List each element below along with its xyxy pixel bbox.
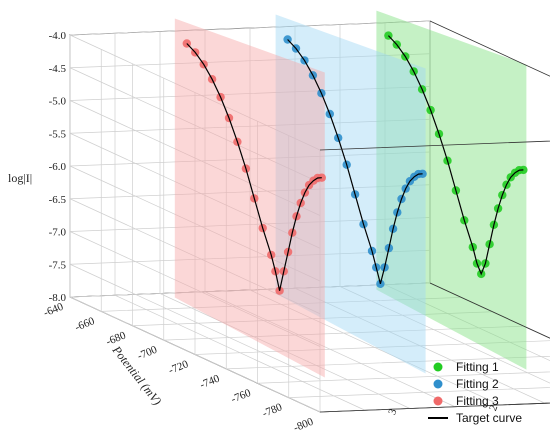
grid-line [159, 31, 411, 409]
series-plane-2 [275, 14, 426, 374]
grid-line [114, 33, 366, 411]
z-tick-label: -4.0 [49, 30, 67, 42]
legend-entry: Target curve [456, 411, 522, 425]
target-curve-line [287, 39, 423, 284]
chart-series [182, 31, 528, 295]
chart-series-planes [174, 10, 527, 378]
x-tick-label: -680 [104, 329, 128, 348]
depth-tick-label: 2 [487, 403, 500, 412]
z-tick-label: -5.5 [49, 128, 67, 140]
legend-entry: Fitting 2 [456, 377, 499, 391]
x-tick-label: -720 [167, 358, 191, 377]
legend-swatch [433, 362, 443, 372]
depth-tick-label: 3 [386, 407, 399, 417]
z-tick-label: -8.0 [49, 292, 67, 304]
legend-entry: Fitting 3 [456, 394, 499, 408]
chart-bounding-box [319, 20, 550, 413]
legend-swatch [433, 379, 443, 389]
x-tick-label: -660 [73, 315, 97, 334]
grid-line [294, 26, 546, 404]
z-tick-label: -4.5 [49, 63, 67, 75]
box-edge [319, 282, 550, 413]
legend-swatch [433, 396, 443, 406]
z-axis-label: log|I| [8, 171, 32, 185]
x-tick-label: -740 [198, 372, 222, 391]
grid-line [249, 28, 501, 406]
z-tick-label: -5.0 [49, 96, 67, 108]
legend-entry: Fitting 1 [456, 360, 499, 374]
x-tick-label: -760 [229, 387, 253, 406]
series-plane-1 [376, 10, 527, 370]
x-tick-label: -780 [261, 401, 285, 420]
target-curve-line [186, 43, 322, 291]
x-tick-label: -700 [136, 344, 160, 363]
x-tick-label: -800 [292, 415, 316, 434]
grid-line [384, 22, 550, 362]
grid-line [339, 24, 550, 384]
series-plane-3 [174, 18, 325, 378]
chart-grid [69, 20, 550, 413]
z-tick-label: -6.0 [49, 161, 67, 173]
legend: Fitting 1 Fitting 2 Fitting 3 Target curve [428, 360, 522, 425]
box-edge [319, 20, 550, 151]
grid-line [69, 35, 321, 413]
z-tick-label: -7.0 [49, 227, 67, 239]
grid-line [204, 29, 456, 408]
z-tick-label: -6.5 [49, 194, 67, 206]
target-curve-line [387, 35, 524, 276]
z-tick-label: -7.5 [49, 259, 67, 271]
